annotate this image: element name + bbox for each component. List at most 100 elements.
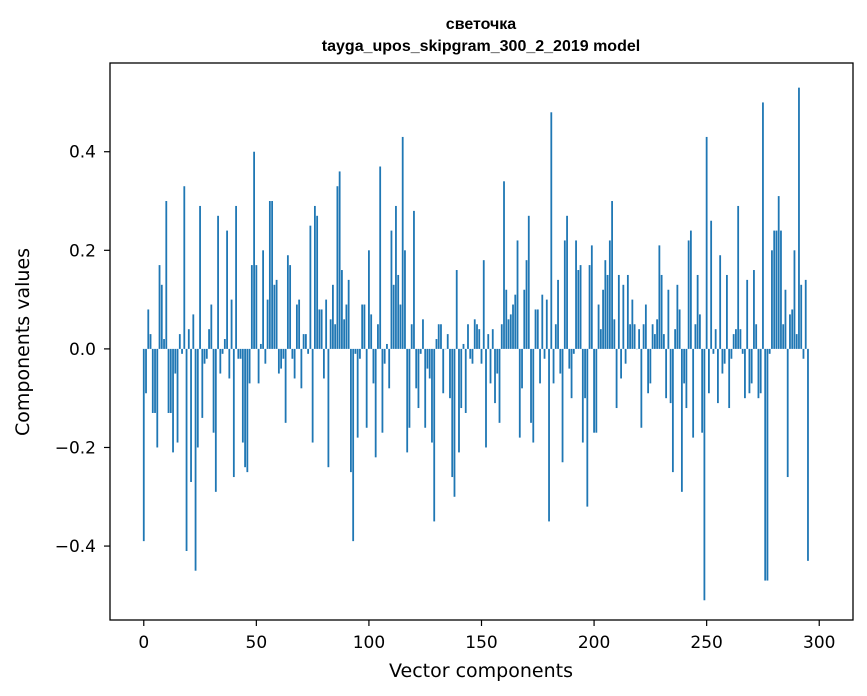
bar (541, 294, 544, 349)
bar (464, 348, 467, 413)
bar (458, 348, 460, 453)
bar (595, 348, 598, 433)
bar (708, 348, 710, 394)
bar (721, 348, 724, 374)
bar (462, 343, 465, 349)
bar (626, 274, 629, 349)
x-tick-label: 300 (803, 633, 835, 653)
bar (338, 171, 341, 349)
bar (433, 348, 436, 522)
y-axis-ticks: −0.4 −0.2 0.0 0.2 0.4 (55, 143, 110, 557)
bar (318, 309, 321, 349)
bar (151, 348, 154, 413)
bar (419, 348, 422, 354)
bar (343, 319, 346, 349)
bar (212, 348, 215, 433)
bar (599, 329, 602, 349)
bar (248, 348, 251, 384)
bar (205, 348, 208, 359)
bar (710, 220, 713, 349)
bar (176, 348, 179, 443)
bar (322, 348, 325, 379)
bar (302, 334, 305, 349)
bar (575, 240, 577, 349)
bar (469, 348, 472, 359)
bar (471, 348, 474, 364)
bar (554, 324, 557, 349)
bar (780, 230, 782, 349)
bar (597, 304, 600, 349)
bar (802, 348, 805, 359)
bar (512, 304, 514, 349)
bar (169, 348, 172, 413)
bar (647, 348, 650, 394)
bar (606, 274, 609, 349)
bar (273, 284, 276, 349)
bar (507, 319, 510, 349)
bar (413, 210, 415, 349)
bar (584, 348, 586, 399)
bar (354, 348, 357, 354)
bar (370, 314, 373, 349)
bar (557, 279, 559, 349)
bar (320, 309, 323, 349)
bar (732, 334, 735, 349)
bar (435, 339, 438, 349)
bar (753, 270, 755, 349)
bar (755, 324, 758, 349)
bar (428, 348, 431, 379)
bar (341, 270, 343, 349)
y-tick-label: 0.2 (69, 241, 96, 261)
bar (539, 348, 541, 384)
bar (230, 299, 233, 349)
bar (246, 348, 249, 473)
bar (523, 289, 526, 349)
bar (390, 230, 393, 349)
bar (446, 334, 449, 349)
bar (577, 270, 580, 349)
bar (543, 348, 546, 359)
bar (194, 348, 197, 571)
bar (525, 260, 528, 349)
bar (316, 215, 319, 349)
bar (689, 230, 692, 349)
bar (451, 348, 454, 478)
bar (617, 274, 620, 349)
bar (327, 348, 330, 468)
bar (746, 279, 749, 349)
bar (771, 250, 773, 349)
bar (701, 348, 704, 433)
bar (730, 348, 733, 359)
bar (651, 324, 654, 349)
bar (676, 284, 679, 349)
bar (581, 348, 584, 443)
bar (586, 348, 589, 507)
bar (259, 343, 262, 349)
bar (705, 136, 708, 349)
bar (660, 274, 663, 349)
bar (253, 151, 255, 349)
bar (295, 304, 298, 349)
bar (210, 304, 213, 349)
x-tick-label: 250 (690, 633, 722, 653)
bar (604, 260, 607, 349)
bar (552, 348, 555, 384)
bar (431, 348, 433, 443)
bar (735, 329, 737, 349)
bar (545, 299, 548, 349)
bar (442, 348, 445, 394)
bar (791, 309, 794, 349)
bar (496, 348, 499, 374)
bar (662, 334, 665, 349)
bar (196, 348, 199, 448)
bar (226, 230, 228, 349)
bar (521, 348, 523, 389)
bar (313, 205, 316, 349)
bar (221, 348, 224, 354)
bar (368, 250, 370, 349)
bar (518, 348, 521, 438)
bar (300, 348, 303, 389)
bar (777, 196, 780, 349)
bar (723, 348, 726, 364)
bar (726, 274, 728, 349)
